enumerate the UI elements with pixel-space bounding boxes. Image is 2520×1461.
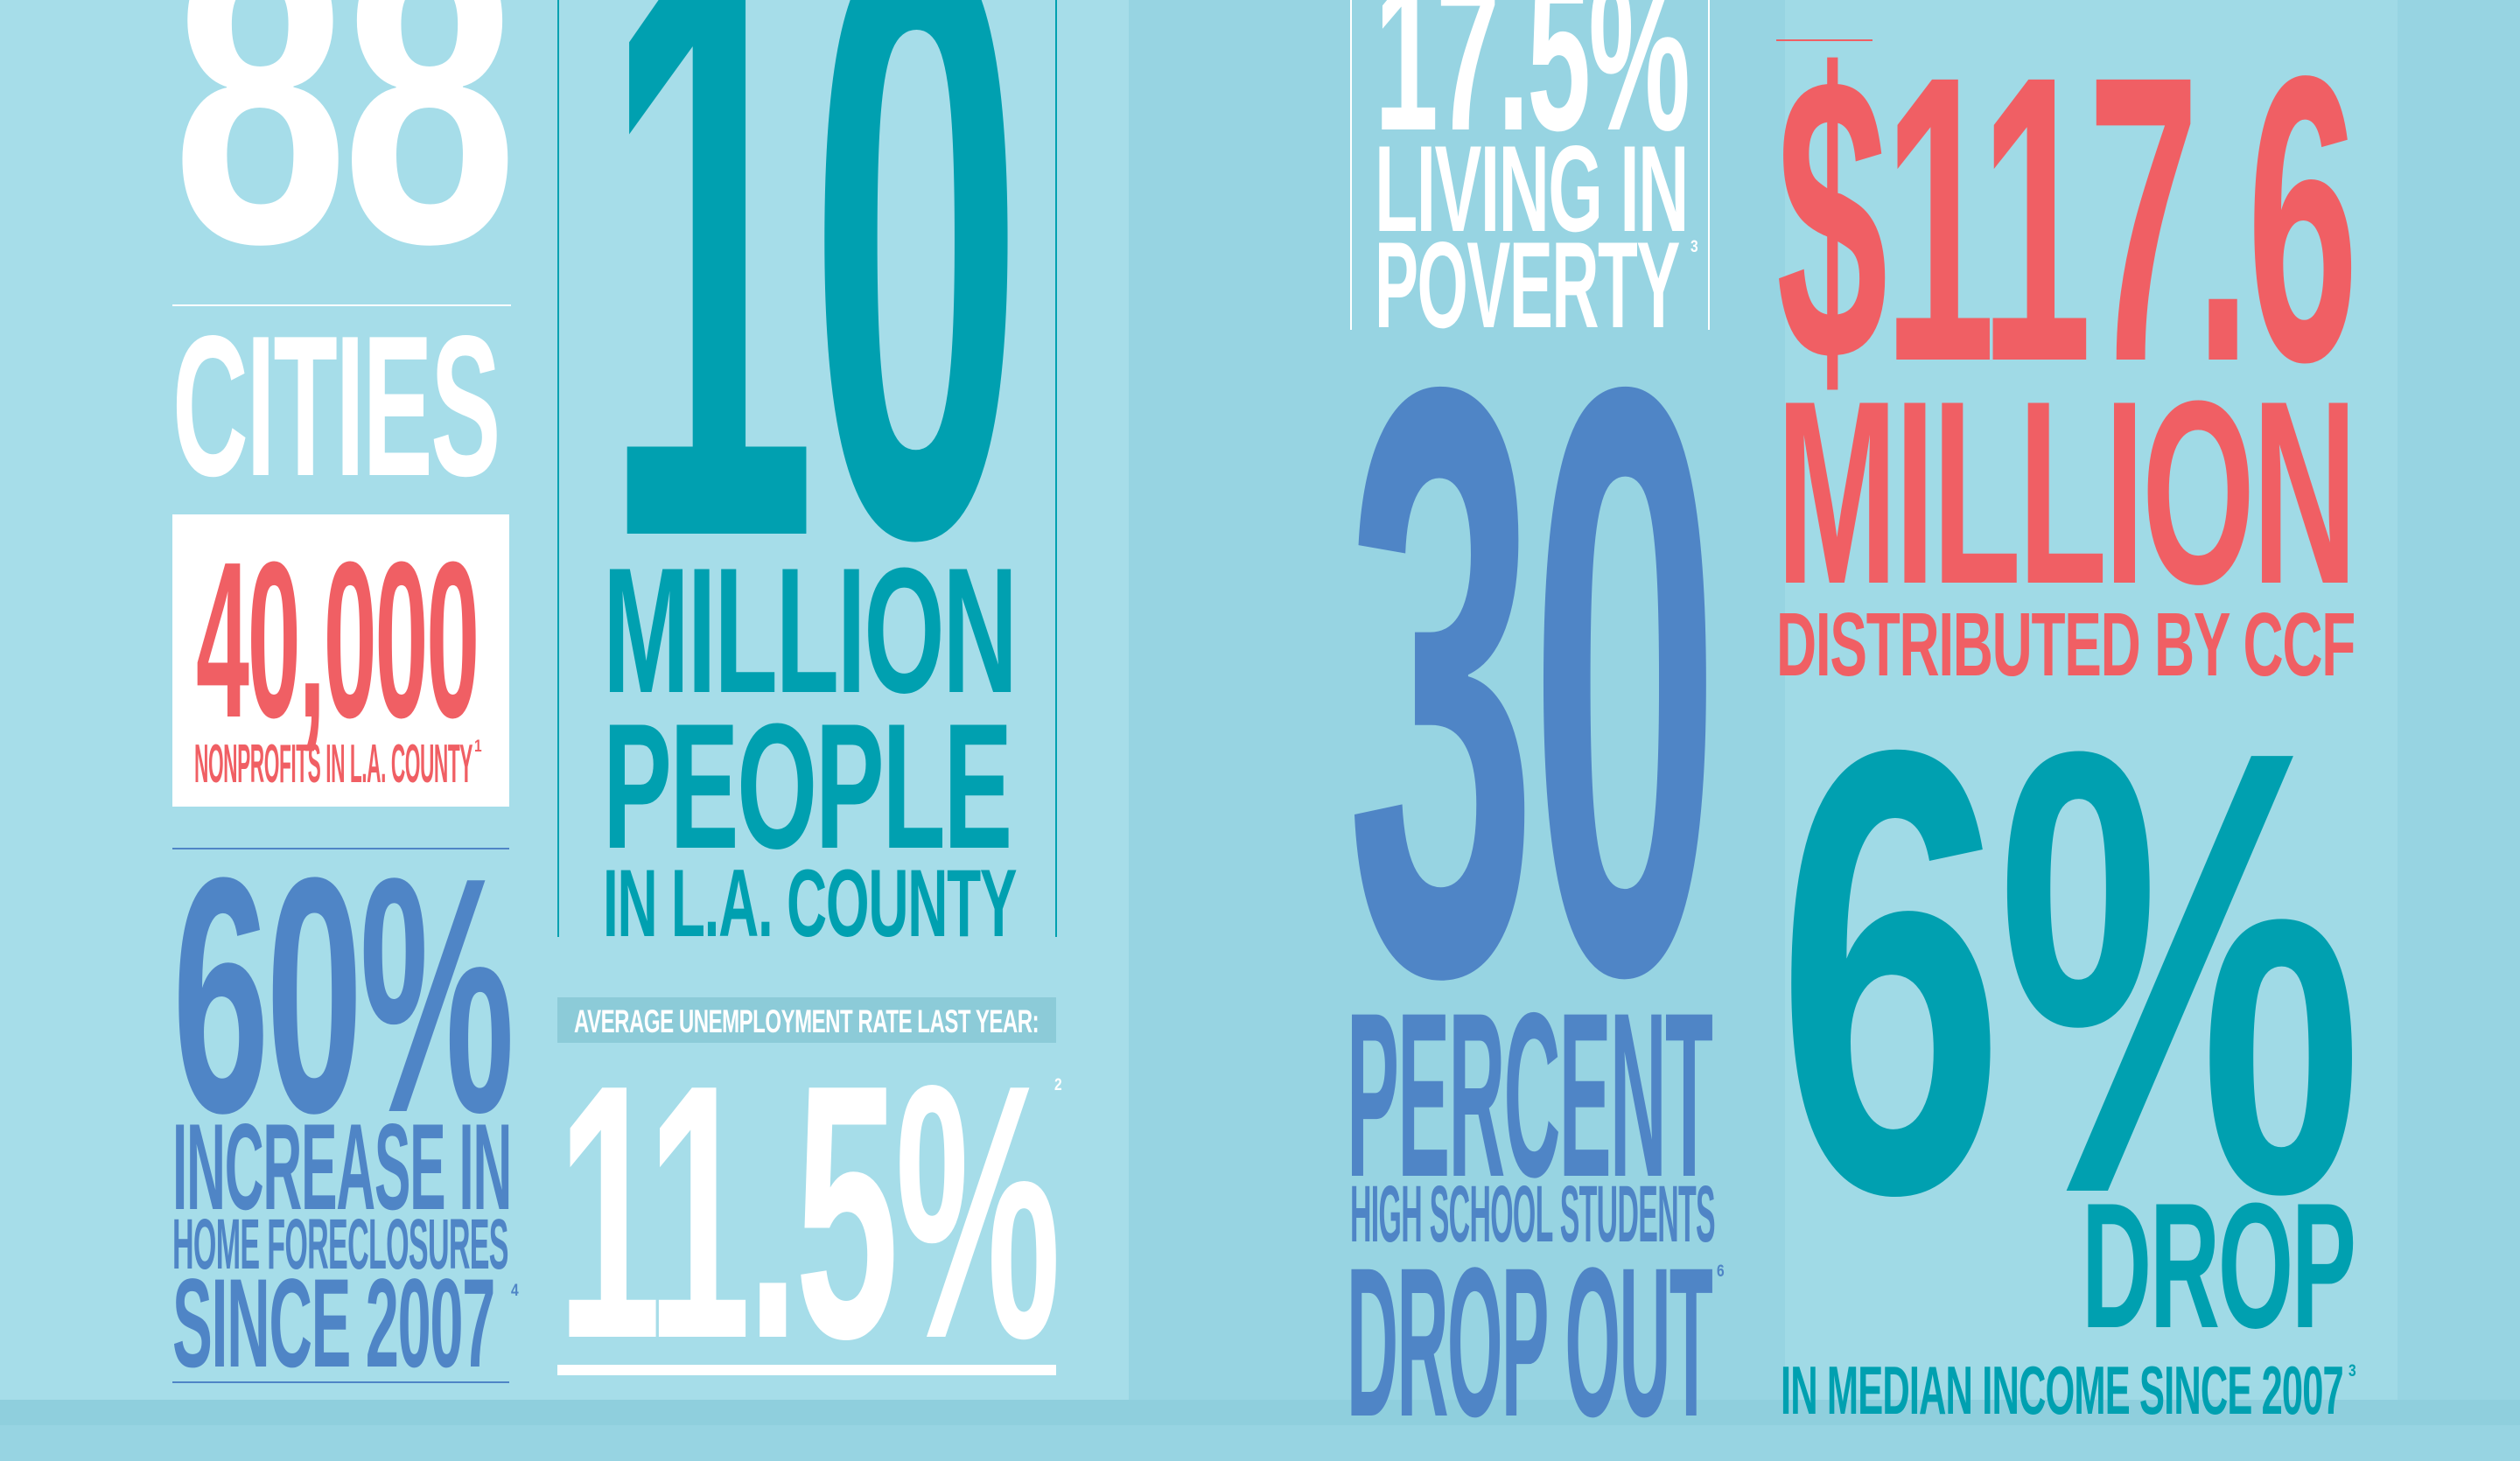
rule (1055, 0, 1057, 937)
stat-number: 60% (172, 807, 514, 1183)
rule (172, 304, 511, 306)
stat-number: 30 (1347, 213, 1720, 1149)
stat-number: 11.5% (557, 1009, 1060, 1415)
bottom-band (0, 1400, 2520, 1425)
stat-label: CITIES (172, 294, 500, 519)
rule (557, 0, 559, 937)
footnote: 1 (474, 736, 482, 756)
footnote: 6 (1717, 1261, 1725, 1281)
white-box (172, 514, 509, 807)
stat-number: 6% (1776, 619, 2362, 1326)
stat-label: IN MEDIAN INCOME SINCE 2007 (1781, 1353, 2344, 1429)
background-band (1785, 0, 2398, 1425)
stat-label: DISTRIBUTED BY CCF (1776, 593, 2356, 695)
stat-label: NONPROFITS IN L.A. COUNTY (194, 732, 472, 794)
stat-number: 10 (603, 0, 1024, 716)
stat-number: 88 (172, 0, 517, 332)
stat-label: DROP OUT (1347, 1223, 1713, 1461)
stat-number: 17.5% (1375, 0, 1690, 177)
stat-label: POVERTY (1375, 215, 1680, 353)
stat-number: $117.6 (1776, 0, 2358, 447)
stat-label: LIVING IN (1375, 119, 1689, 257)
stat-heading: AVERAGE UNEMPLOYMENT RATE LAST YEAR: (574, 1002, 1040, 1039)
rule (1350, 0, 1352, 330)
stat-label: HIGH SCHOOL STUDENTS (1350, 1170, 1716, 1260)
footnote: 3 (2348, 1360, 2356, 1381)
stat-label: IN L.A. COUNTY (603, 850, 1018, 958)
rule (557, 1365, 1056, 1375)
stat-label: MILLION (1776, 346, 2357, 639)
stat-label: DROP (2082, 1166, 2356, 1366)
stat-number: 40,000 (196, 515, 480, 765)
stat-label: PERCENT (1347, 962, 1713, 1226)
rule (1708, 0, 1710, 330)
stat-label: INCREASE IN (172, 1097, 512, 1235)
rule (1776, 39, 1872, 41)
rule (172, 848, 509, 849)
footnote: 4 (511, 1280, 519, 1300)
footnote: 2 (1054, 1074, 1062, 1094)
footnote: 3 (1690, 236, 1698, 256)
heading-strip (557, 997, 1056, 1043)
stat-label: HOME FORECLOSURES (172, 1205, 509, 1285)
stat-label: PEOPLE (603, 687, 1012, 886)
stat-label: MILLION (603, 531, 1018, 730)
rule (172, 1381, 509, 1383)
stat-label: SINCE 2007 (172, 1252, 495, 1395)
